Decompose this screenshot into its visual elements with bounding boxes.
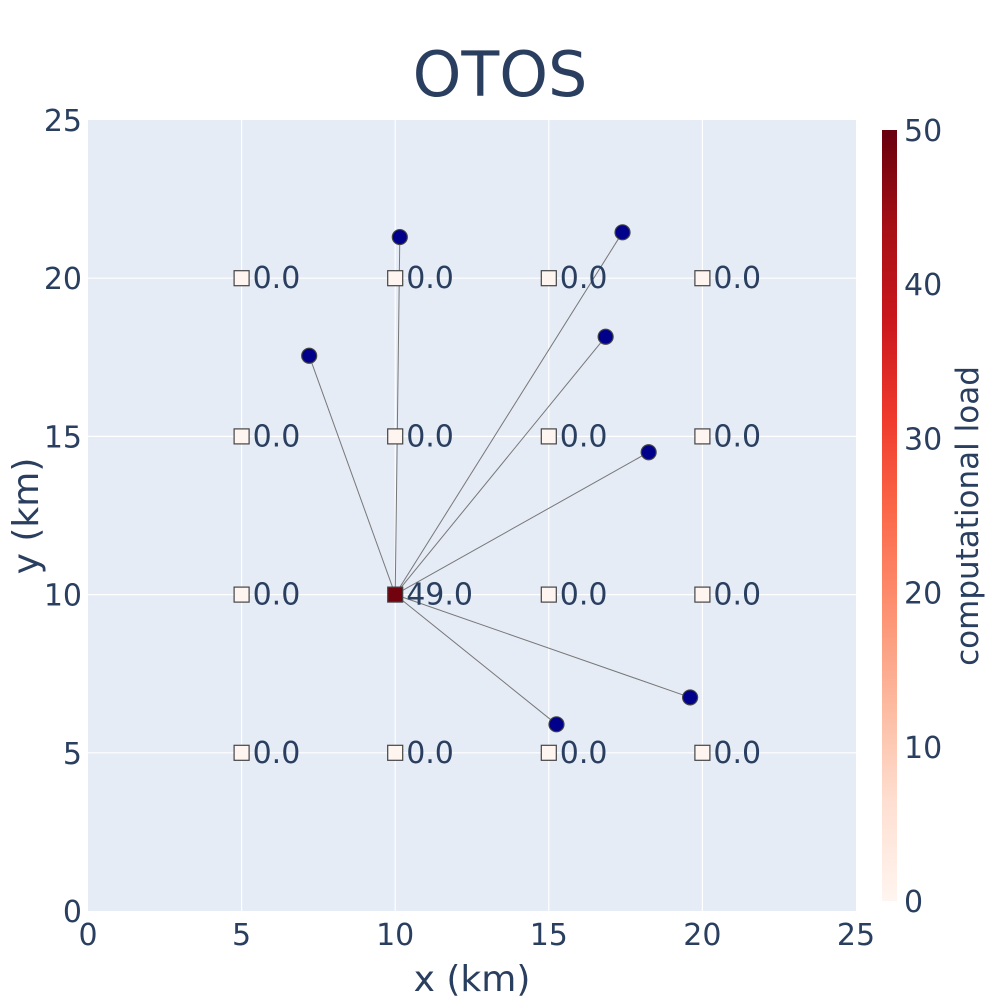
y-axis-title: y (km) [6,458,47,575]
x-tick-label: 10 [376,918,414,953]
servers: 0.0 0.0 0.0 0.0 0.0 0.0 0.0 0.0 0.0 49.0 0.0 0.0 0.0… [233,261,761,771]
server-load-label: 0.0 [406,419,454,454]
server-marker [233,744,250,761]
user-marker [301,347,318,364]
server-load-label: 0.0 [560,261,608,296]
server-marker [387,586,404,603]
server-load-label: 0.0 [713,419,761,454]
user-server-link [395,594,691,698]
colorbar-tick-label: 40 [904,268,942,303]
y-tick-label: 5 [63,737,82,772]
server-load-label: 0.0 [253,736,301,771]
colorbar-tick-label: 0 [904,885,923,920]
grid [88,120,856,911]
server-marker [540,744,557,761]
server-marker [387,270,404,287]
user-server-link [394,237,401,595]
user-server-link [394,594,557,725]
chart-title: OTOS [413,38,588,111]
x-tick-label: 0 [78,918,97,953]
colorbar-tick-label: 50 [904,114,942,149]
plot-background [88,120,856,911]
y-tick-label: 10 [44,579,82,614]
user-server-link [394,336,607,595]
colorbar-ticks: 0 10 20 30 40 50 [904,114,942,920]
server-load-label: 0.0 [406,736,454,771]
server-load-label: 0.0 [560,419,608,454]
server-marker [387,428,404,445]
user-server-link [394,232,623,595]
colorbar-title: computational load [950,366,986,666]
colorbar-tick-label: 20 [904,577,942,612]
user-marker [597,328,614,345]
server-marker [233,428,250,445]
x-tick-label: 20 [683,918,721,953]
server-marker [233,586,250,603]
user-server-link [394,451,649,596]
server-marker [694,744,711,761]
server-load-label: 0.0 [560,736,608,771]
server-load-label: 0.0 [713,736,761,771]
server-marker [540,428,557,445]
x-axis-ticks: 0 5 10 15 20 25 [78,918,875,953]
server-marker [387,744,404,761]
colorbar-tick-label: 30 [904,422,942,457]
colorbar [882,130,897,901]
user-marker [640,444,657,461]
y-tick-label: 15 [44,420,82,455]
server-marker [233,270,250,287]
y-tick-label: 20 [44,262,82,297]
server-load-label: 0.0 [713,261,761,296]
x-tick-label: 5 [232,918,251,953]
colorbar-tick-label: 10 [904,731,942,766]
server-load-label: 0.0 [713,578,761,613]
server-marker [540,586,557,603]
x-tick-label: 15 [530,918,568,953]
server-marker [694,428,711,445]
user-marker [391,228,408,246]
x-tick-label: 25 [837,918,875,953]
y-tick-label: 0 [63,895,82,930]
users [301,224,699,733]
server-marker [694,586,711,603]
server-load-label: 0.0 [406,261,454,296]
server-load-label: 49.0 [406,578,473,613]
server-marker [694,270,711,287]
server-load-label: 0.0 [253,261,301,296]
y-tick-label: 25 [44,104,82,139]
y-axis-ticks: 0 5 10 15 20 25 [44,104,82,930]
user-marker [682,689,699,706]
server-load-label: 0.0 [560,578,608,613]
user-marker [548,716,565,733]
server-marker [540,270,557,287]
x-axis-title: x (km) [414,959,531,1000]
links [308,232,691,725]
server-load-label: 0.0 [253,419,301,454]
server-load-label: 0.0 [253,578,301,613]
user-marker [614,224,631,241]
user-server-link [308,355,396,595]
